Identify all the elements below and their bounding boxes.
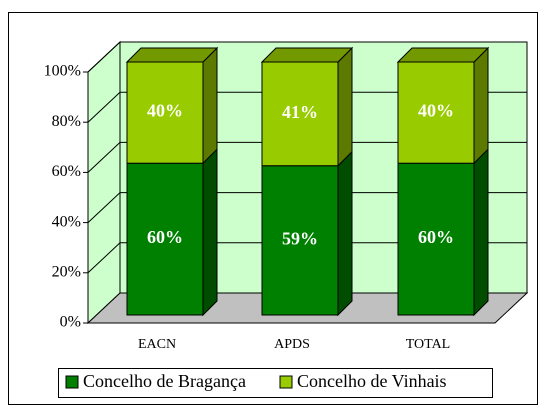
legend-swatch bbox=[65, 375, 79, 389]
value-label: 40% bbox=[418, 101, 454, 121]
bar-top bbox=[125, 47, 219, 63]
y-tick-label: 20% bbox=[52, 263, 81, 280]
x-tick-label: APDS bbox=[274, 337, 310, 352]
y-tick-label: 100% bbox=[44, 63, 81, 80]
bar-side bbox=[473, 147, 489, 317]
bar-side bbox=[473, 46, 489, 165]
bar-top bbox=[396, 47, 490, 63]
grid-line bbox=[87, 141, 527, 173]
legend-label: Concelho de Vinhais bbox=[297, 371, 447, 391]
value-label: 40% bbox=[147, 101, 183, 121]
value-label: 60% bbox=[418, 227, 454, 247]
bar bbox=[397, 162, 475, 316]
grid-line bbox=[87, 242, 527, 274]
y-tick-label: 40% bbox=[52, 213, 81, 230]
y-tick-label: 60% bbox=[52, 163, 81, 180]
bar-side bbox=[337, 150, 353, 317]
grid-line bbox=[87, 91, 527, 123]
bar-top bbox=[260, 47, 354, 63]
value-label: 41% bbox=[282, 102, 318, 122]
x-tick-label: EACN bbox=[138, 337, 176, 352]
bar bbox=[126, 162, 204, 316]
bar-side bbox=[202, 46, 218, 165]
value-label: 59% bbox=[282, 228, 318, 248]
x-tick-label: TOTAL bbox=[406, 337, 451, 352]
grid-line bbox=[87, 192, 527, 223]
grid-line bbox=[87, 41, 527, 73]
bar bbox=[261, 61, 339, 167]
legend-label: Concelho de Bragança bbox=[83, 371, 246, 391]
bar-side bbox=[337, 46, 353, 167]
bar bbox=[397, 61, 475, 164]
bar bbox=[261, 165, 339, 316]
left-wall bbox=[87, 40, 121, 325]
y-tick-label: 80% bbox=[52, 113, 81, 130]
bar-side bbox=[202, 147, 218, 317]
legend-swatch bbox=[279, 375, 293, 389]
legend bbox=[58, 368, 493, 398]
bar bbox=[126, 61, 204, 164]
value-label: 60% bbox=[147, 227, 183, 247]
y-tick-label: 0% bbox=[60, 314, 81, 331]
